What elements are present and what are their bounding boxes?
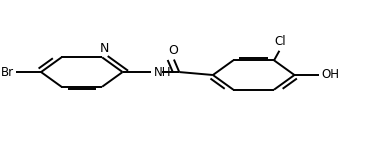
Text: Br: Br	[1, 66, 14, 79]
Text: Cl: Cl	[274, 35, 286, 48]
Text: O: O	[168, 44, 178, 57]
Text: NH: NH	[154, 66, 171, 79]
Text: OH: OH	[321, 69, 339, 81]
Text: N: N	[99, 42, 109, 55]
